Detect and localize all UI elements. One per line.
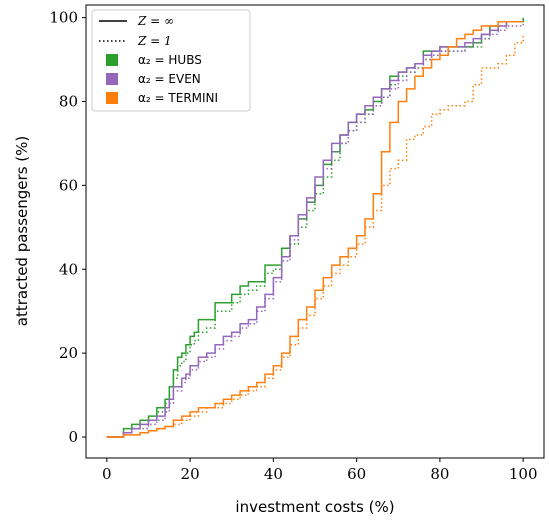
series-line-2	[106, 21, 524, 438]
x-tick-label-2: 40	[264, 465, 283, 483]
y-tick-label-0: 0	[68, 428, 78, 446]
series-layer	[106, 17, 524, 438]
series-line-5	[106, 34, 524, 438]
legend: Z = ∞ Z = 1 α₂ = HUBS α₂ = EVEN α₂ = TER…	[91, 9, 251, 112]
x-axis-label: investment costs (%)	[235, 498, 394, 516]
legend-swatch-hubs	[106, 54, 118, 66]
plot-frame	[85, 4, 545, 459]
x-tick-label-1: 20	[181, 465, 200, 483]
x-tick-label-4: 80	[430, 465, 449, 483]
legend-swatch-even	[106, 73, 118, 85]
legend-swatch-termini	[106, 92, 118, 104]
y-axis-label: attracted passengers (%)	[13, 136, 31, 327]
x-tick-label-3: 60	[347, 465, 366, 483]
legend-label-z-inf: Z = ∞	[137, 14, 174, 28]
series-line-3	[106, 21, 524, 438]
ticks-layer: 0 20 40 60 80 100 0 20 40 60 80 100	[49, 9, 537, 483]
y-tick-label-1: 20	[59, 344, 78, 362]
x-tick-label-5: 100	[509, 465, 538, 483]
legend-label-termini: α₂ = TERMINI	[138, 91, 218, 105]
legend-label-even: α₂ = EVEN	[138, 72, 201, 86]
y-tick-label-4: 80	[59, 92, 78, 110]
y-tick-label-3: 60	[59, 176, 78, 194]
y-tick-label-2: 40	[59, 260, 78, 278]
legend-label-z-1: Z = 1	[137, 34, 172, 48]
legend-label-hubs: α₂ = HUBS	[138, 53, 202, 67]
legend-box	[91, 9, 251, 112]
x-tick-label-0: 0	[102, 465, 112, 483]
y-tick-label-5: 100	[49, 9, 78, 27]
